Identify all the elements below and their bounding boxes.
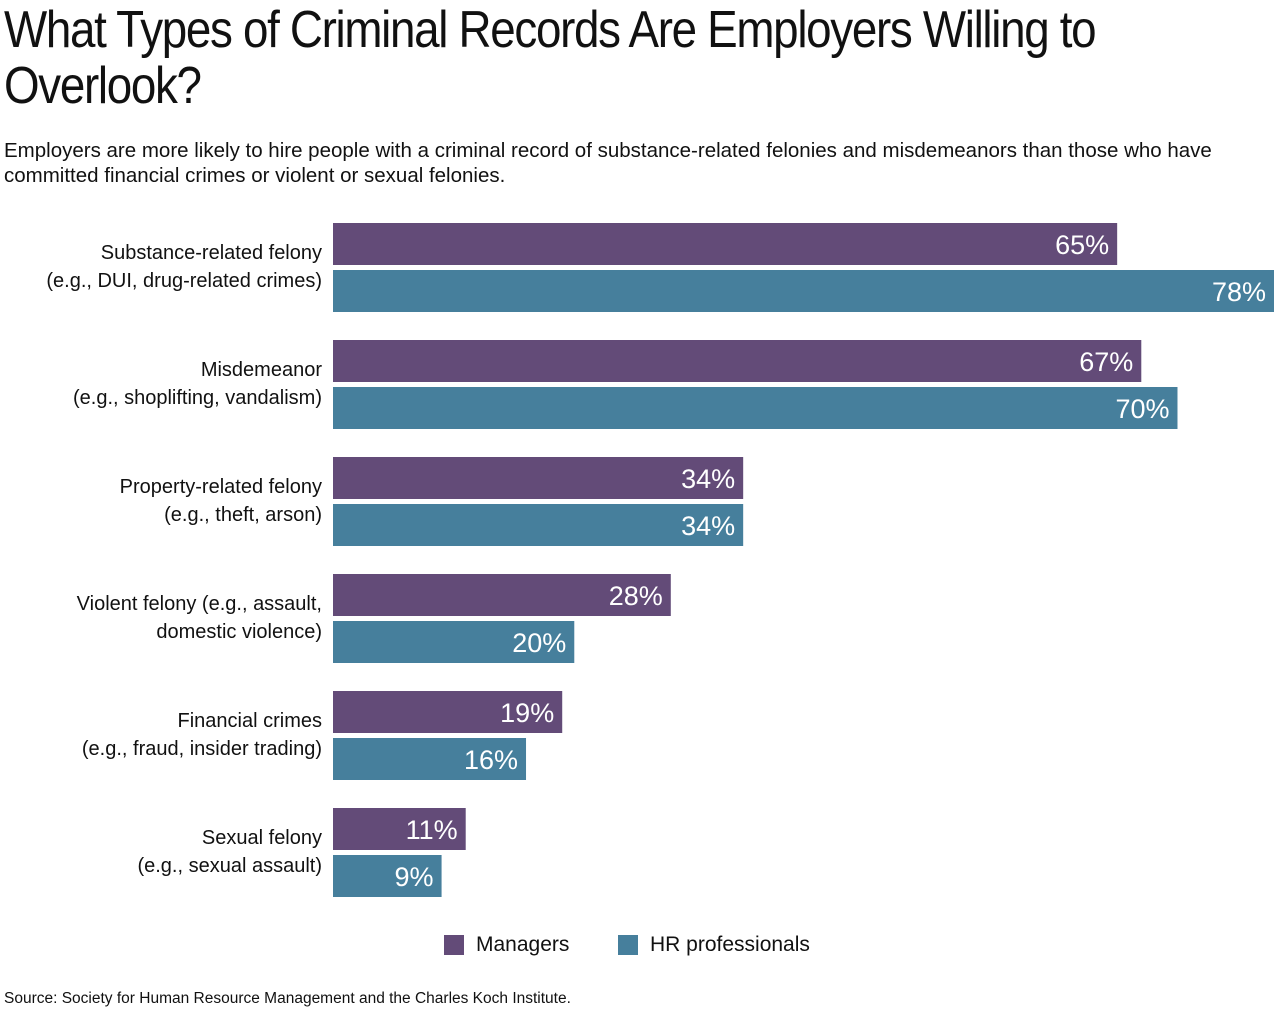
legend-label-managers: Managers [476,933,570,956]
data-label-managers: 19% [500,698,554,728]
bar-hr-professionals [333,738,527,780]
category-label-line: (e.g., sexual assault) [137,855,322,877]
legend-item-hr-professionals: HR professionals [618,933,810,957]
category-label-line: (e.g., shoplifting, vandalism) [73,387,322,409]
data-label-managers: 67% [1079,347,1133,377]
chart-title: What Types of Criminal Records Are Emplo… [4,1,1097,115]
data-label-hr-professionals: 70% [1115,394,1169,424]
category-label: Violent felony (e.g., assault, domestic v… [77,593,322,643]
data-label-managers: 28% [609,581,663,611]
data-label-hr-professionals: 20% [512,628,566,658]
bar-hr-professionals [333,387,1178,429]
data-label-hr-professionals: 9% [395,862,434,892]
bar-managers [333,574,671,616]
data-label-managers: 34% [681,464,735,494]
category-label-line: Sexual felony [202,827,322,849]
category-label: Misdemeanor (e.g., shoplifting, vandalism… [73,359,322,409]
data-label-hr-professionals: 34% [681,511,735,541]
category-label-line: Violent felony (e.g., assault, [77,593,322,615]
legend: Managers HR professionals [0,933,1280,963]
category-label: Substance-related felony (e.g., DUI, drug… [46,242,322,292]
bar-managers [333,691,563,733]
category-label-line: Financial crimes [178,710,322,732]
source-note: Source: Society for Human Resource Manag… [4,990,571,1007]
category-label-line: Misdemeanor [201,359,323,381]
bar-hr-professionals [333,504,744,546]
category-label-line: Property-related felony [120,476,322,498]
category-label-line: (e.g., fraud, insider trading) [82,738,322,760]
bar-managers [333,223,1118,265]
data-label-managers: 11% [406,815,458,845]
bar-hr-professionals [333,621,575,663]
category-label: Sexual felony (e.g., sexual assault) [137,827,322,877]
category-label-line: Substance-related felony [101,242,322,264]
data-label-managers: 65% [1055,230,1109,260]
bar-managers [333,340,1142,382]
data-label-hr-professionals: 16% [464,745,518,775]
category-label: Property-related felony (e.g., theft, ars… [120,476,322,526]
bar-managers [333,808,466,850]
legend-swatch-managers [444,935,464,955]
legend-label-hr-professionals: HR professionals [650,933,810,956]
data-label-hr-professionals: 78% [1212,277,1266,307]
bar-hr-professionals [333,855,442,897]
category-label: Financial crimes (e.g., fraud, insider tr… [82,710,322,760]
category-label-line: domestic violence) [156,621,322,643]
legend-swatch-hr-professionals [618,935,638,955]
category-label-line: (e.g., theft, arson) [164,504,322,526]
bar-hr-professionals [333,270,1274,312]
legend-item-managers: Managers [444,933,569,957]
chart-subtitle: Employers are more likely to hire people… [4,139,1212,187]
category-label-line: (e.g., DUI, drug-related crimes) [46,270,322,292]
bar-chart: Substance-related felony (e.g., DUI, drug… [46,223,1274,897]
bar-managers [333,457,744,499]
